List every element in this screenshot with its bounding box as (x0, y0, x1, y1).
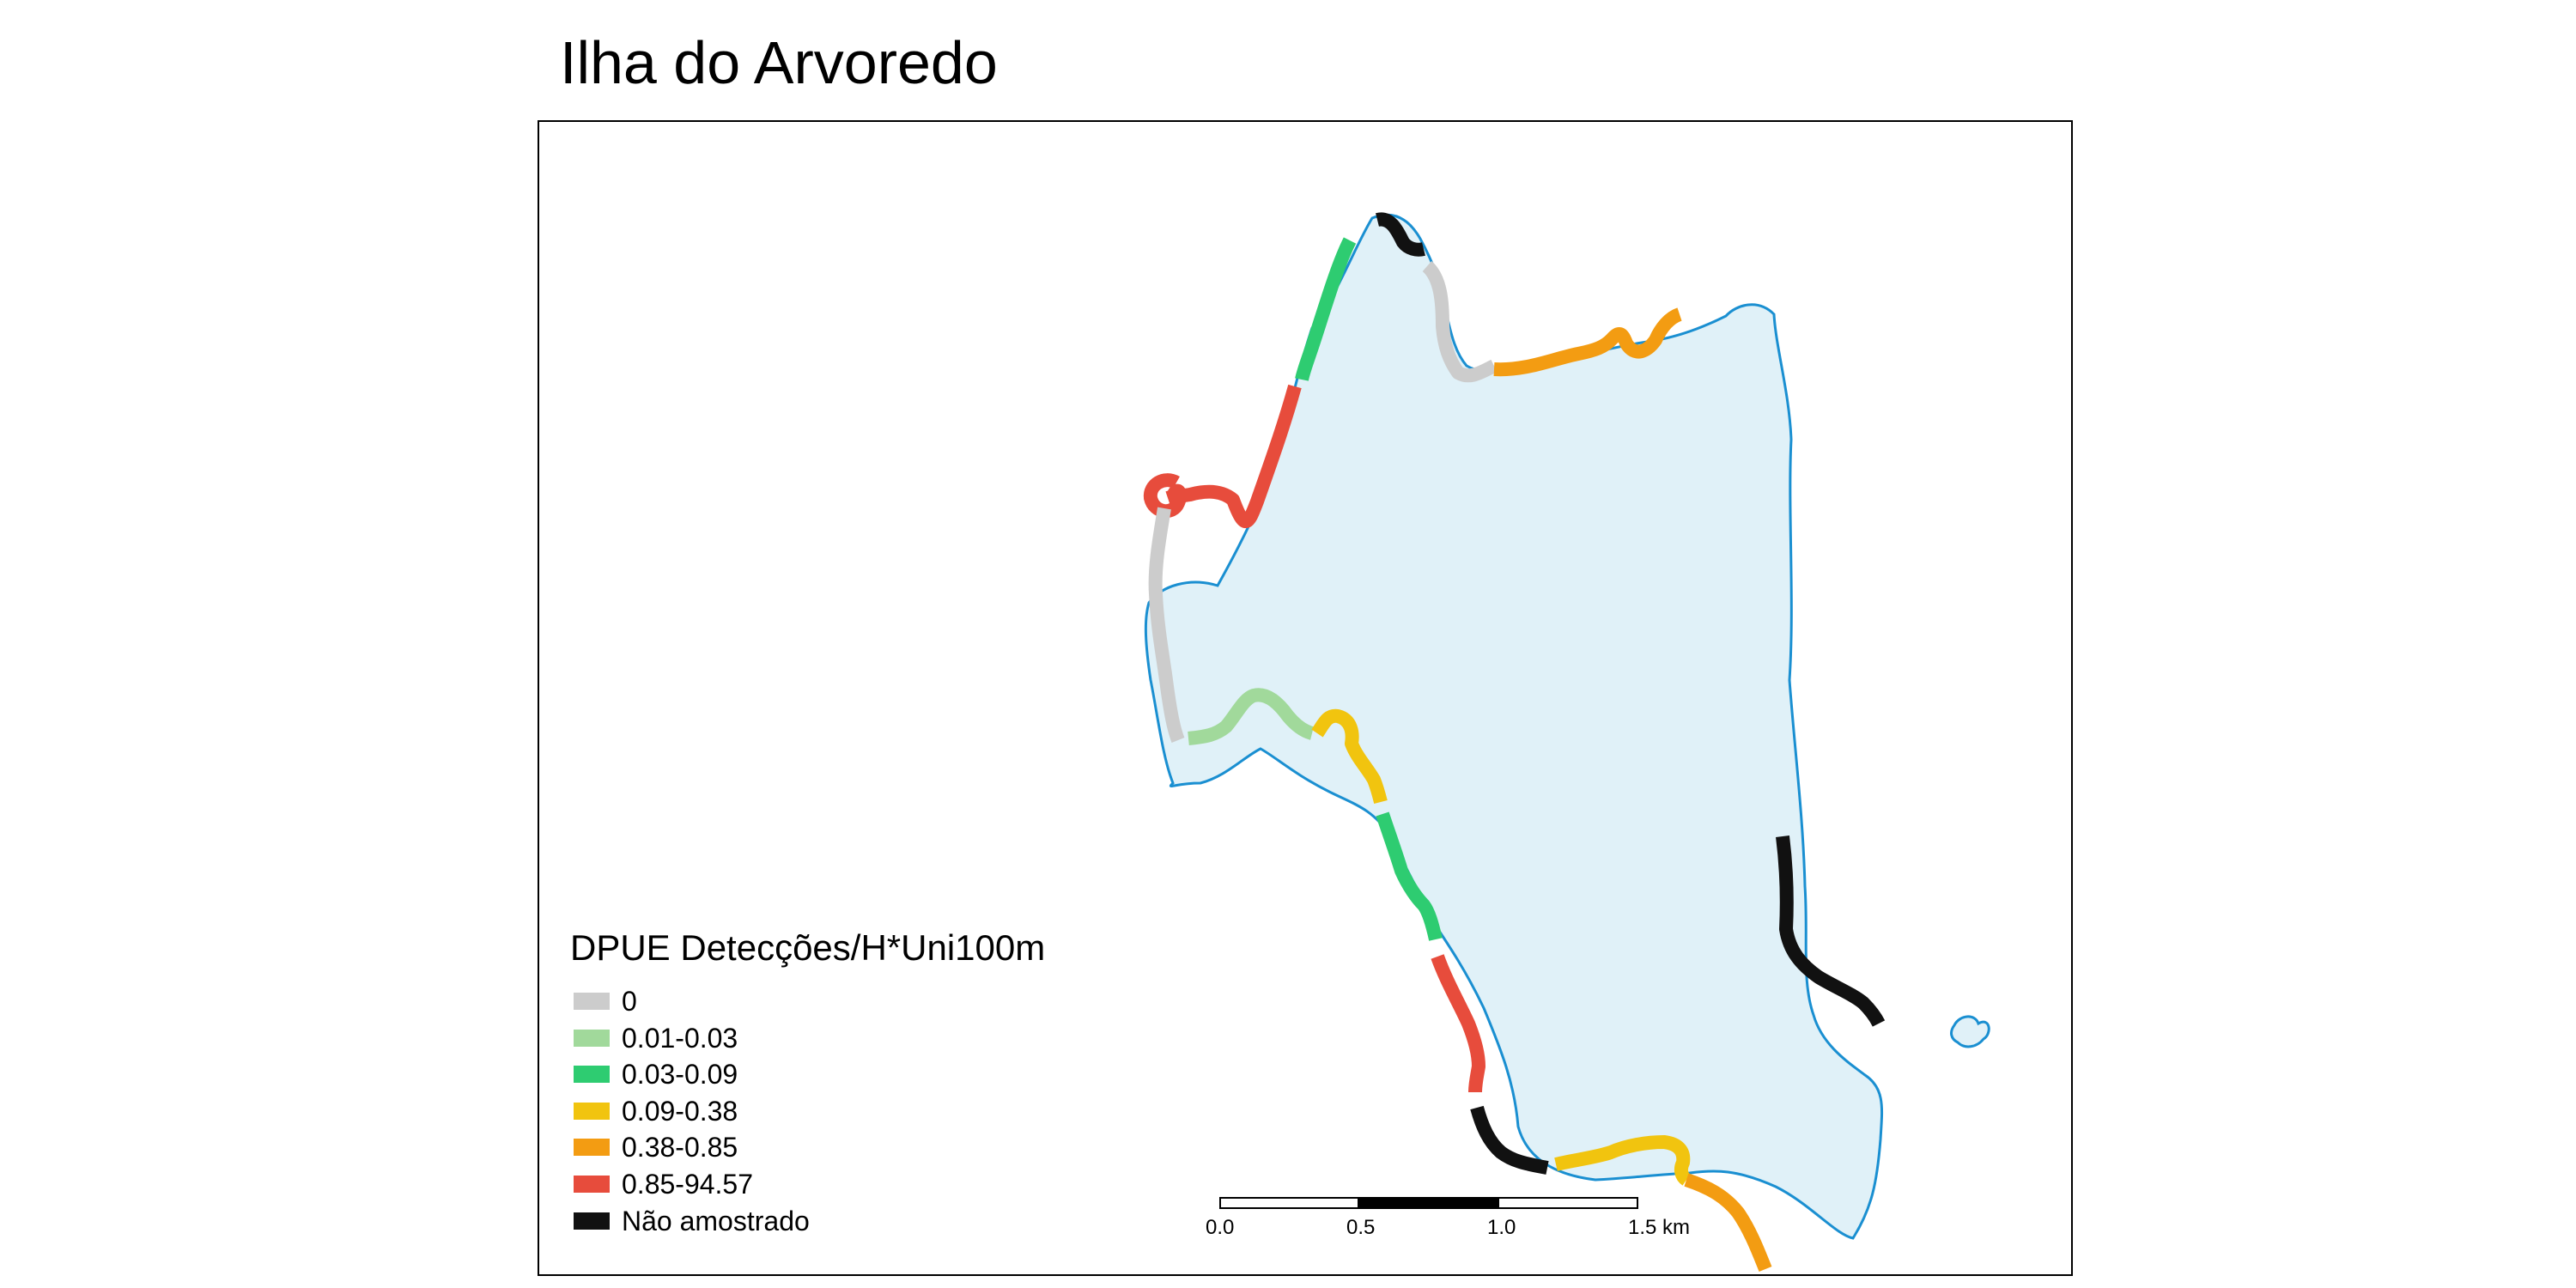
map-panel (538, 120, 2073, 1276)
legend-label: 0.09-0.38 (622, 1095, 738, 1127)
segment-lightgreen-southwest (1188, 688, 1315, 745)
segment-orange-southeast (1684, 1173, 1772, 1272)
segment-nao-amostrado-east (1776, 835, 1886, 1027)
legend-item: 0.09-0.38 (570, 1094, 1045, 1131)
scale-bar: 0.0 0.5 1.0 1.5 km (1206, 1197, 1717, 1257)
segment-yellow-south (1554, 1135, 1692, 1186)
legend-label: 0.85-94.57 (622, 1168, 754, 1200)
segment-yellow-southwest (1311, 708, 1388, 804)
legend-items: 0 0.01-0.03 0.03-0.09 0.09-0.38 0.38-0.85 0.8… (570, 984, 1045, 1240)
legend-label: 0 (622, 986, 637, 1017)
legend-title: DPUE Detecções/H*Uni100m (570, 927, 1046, 968)
legend-swatch (574, 1102, 610, 1120)
segment-nao-amostrado-south (1470, 1105, 1549, 1175)
coastline-segments (1143, 212, 1886, 1272)
legend-item: 0 (570, 984, 1045, 1021)
map-canvas (1143, 212, 1990, 1272)
legend-item: 0.03-0.09 (570, 1057, 1045, 1094)
scale-bar-segment (1358, 1197, 1499, 1209)
segment-orange-northeast (1493, 307, 1683, 377)
scale-bar-label: 1.5 (1628, 1216, 1657, 1239)
legend-item: 0.85-94.57 (570, 1167, 1045, 1204)
legend-item: 0.01-0.03 (570, 1021, 1045, 1058)
islet-east (1950, 1015, 1990, 1048)
scale-bar-label: 0.0 (1206, 1216, 1235, 1239)
segment-red-islet (1143, 473, 1188, 518)
scale-bar-segment (1498, 1197, 1638, 1209)
segment-green-south (1376, 811, 1443, 941)
segment-0-west (1148, 507, 1185, 743)
scale-bar-label: 1.0 (1487, 1216, 1516, 1239)
legend-item: Não amostrado (570, 1204, 1045, 1241)
segment-0-north (1422, 260, 1498, 383)
legend-swatch (574, 1066, 610, 1084)
legend-item: 0.38-0.85 (570, 1130, 1045, 1167)
legend-label: 0.38-0.85 (622, 1132, 738, 1163)
scale-bar-unit: km (1662, 1216, 1690, 1239)
map-legend: DPUE Detecções/H*Uni100m 0 0.01-0.03 0.03-… (570, 927, 1045, 1240)
legend-swatch (574, 993, 610, 1010)
legend-swatch (574, 1139, 610, 1157)
scale-bar-label: 0.5 (1346, 1216, 1376, 1239)
map-title: Ilha do Arvoredo (560, 29, 998, 96)
segment-green-northwest (1295, 237, 1357, 381)
scale-bar-segment (1219, 1197, 1359, 1209)
legend-label: Não amostrado (622, 1205, 810, 1236)
segment-red-south (1431, 954, 1485, 1093)
legend-label: 0.03-0.09 (622, 1059, 738, 1091)
segment-nao-amostrado-north (1376, 212, 1425, 257)
legend-label: 0.01-0.03 (622, 1022, 738, 1054)
legend-swatch (574, 1029, 610, 1047)
legend-swatch (574, 1212, 610, 1230)
legend-swatch (574, 1175, 610, 1193)
